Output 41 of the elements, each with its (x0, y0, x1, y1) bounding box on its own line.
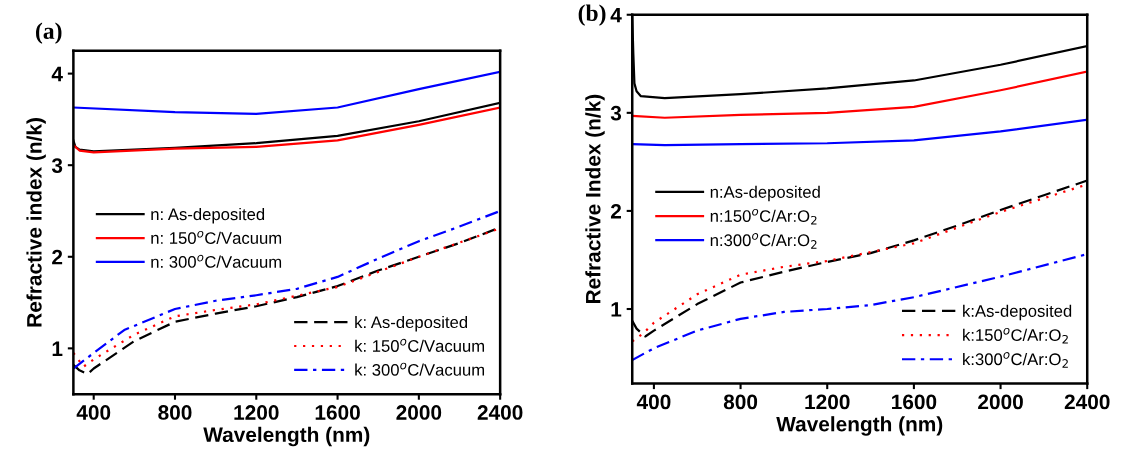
x-tick-label: 1600 (315, 405, 360, 420)
legend-label: n: As-deposited (151, 207, 265, 224)
x-tick-label: 800 (723, 394, 758, 410)
line-series (632, 70, 1088, 119)
x-tick-label: 2000 (396, 405, 442, 420)
x-tick-label: 1200 (234, 405, 279, 420)
legend-label: k:150$^{o}$C/Ar:O$_{2}$ (963, 327, 1068, 344)
x-tick-label: 1600 (892, 394, 937, 410)
x-tick-label: 2400 (1064, 394, 1110, 410)
x-axis-title: Wavelength (nm) (776, 416, 943, 436)
y-tick-label: 2 (610, 203, 621, 219)
y-tick-label: 3 (610, 105, 622, 121)
x-axis-title: Wavelength (nm) (203, 426, 370, 447)
y-tick-label: 4 (51, 66, 63, 82)
legend-label: k: 300$^{o}$C/Vacuum (355, 362, 485, 376)
x-tick-label: 2000 (978, 394, 1023, 410)
legend-label: k:300$^{o}$C/Ar:O$_{2}$ (963, 352, 1068, 368)
chart-title: (a) (36, 22, 62, 44)
y-axis-title: Refractive Index (n/k) (585, 94, 605, 304)
y-tick-label: 2 (52, 249, 63, 265)
legend-label: n:As-deposited (710, 185, 820, 202)
legend-label: k: As-deposited (355, 315, 468, 332)
line-series (73, 70, 501, 116)
y-tick-label: 1 (611, 302, 622, 317)
y-tick-label: 3 (51, 158, 63, 173)
legend-label: n:300$^{o}$C/Ar:O$_{2}$ (710, 233, 817, 249)
legend-label: n: 150$^{o}$C/Vacuum (151, 230, 282, 244)
x-tick-label: 2400 (477, 405, 523, 420)
x-tick-label: 400 (636, 394, 671, 410)
y-tick-label: 4 (610, 7, 622, 23)
legend-label: k:As-deposited (963, 304, 1072, 321)
legend-label: n:150$^{o}$C/Ar:O$_{2}$ (710, 208, 817, 225)
x-tick-label: 400 (76, 405, 111, 420)
y-axis-title: Refractive index (n/k) (26, 118, 46, 327)
y-tick-label: 1 (52, 341, 63, 356)
legend-label: k: 150$^{o}$C/Vacuum (355, 338, 485, 352)
x-tick-label: 1200 (805, 394, 850, 410)
chart-title: (b) (578, 4, 606, 26)
x-tick-label: 800 (158, 405, 192, 420)
line-series (632, 118, 1088, 147)
legend-label: n: 300$^{o}$C/Vacuum (151, 254, 282, 268)
